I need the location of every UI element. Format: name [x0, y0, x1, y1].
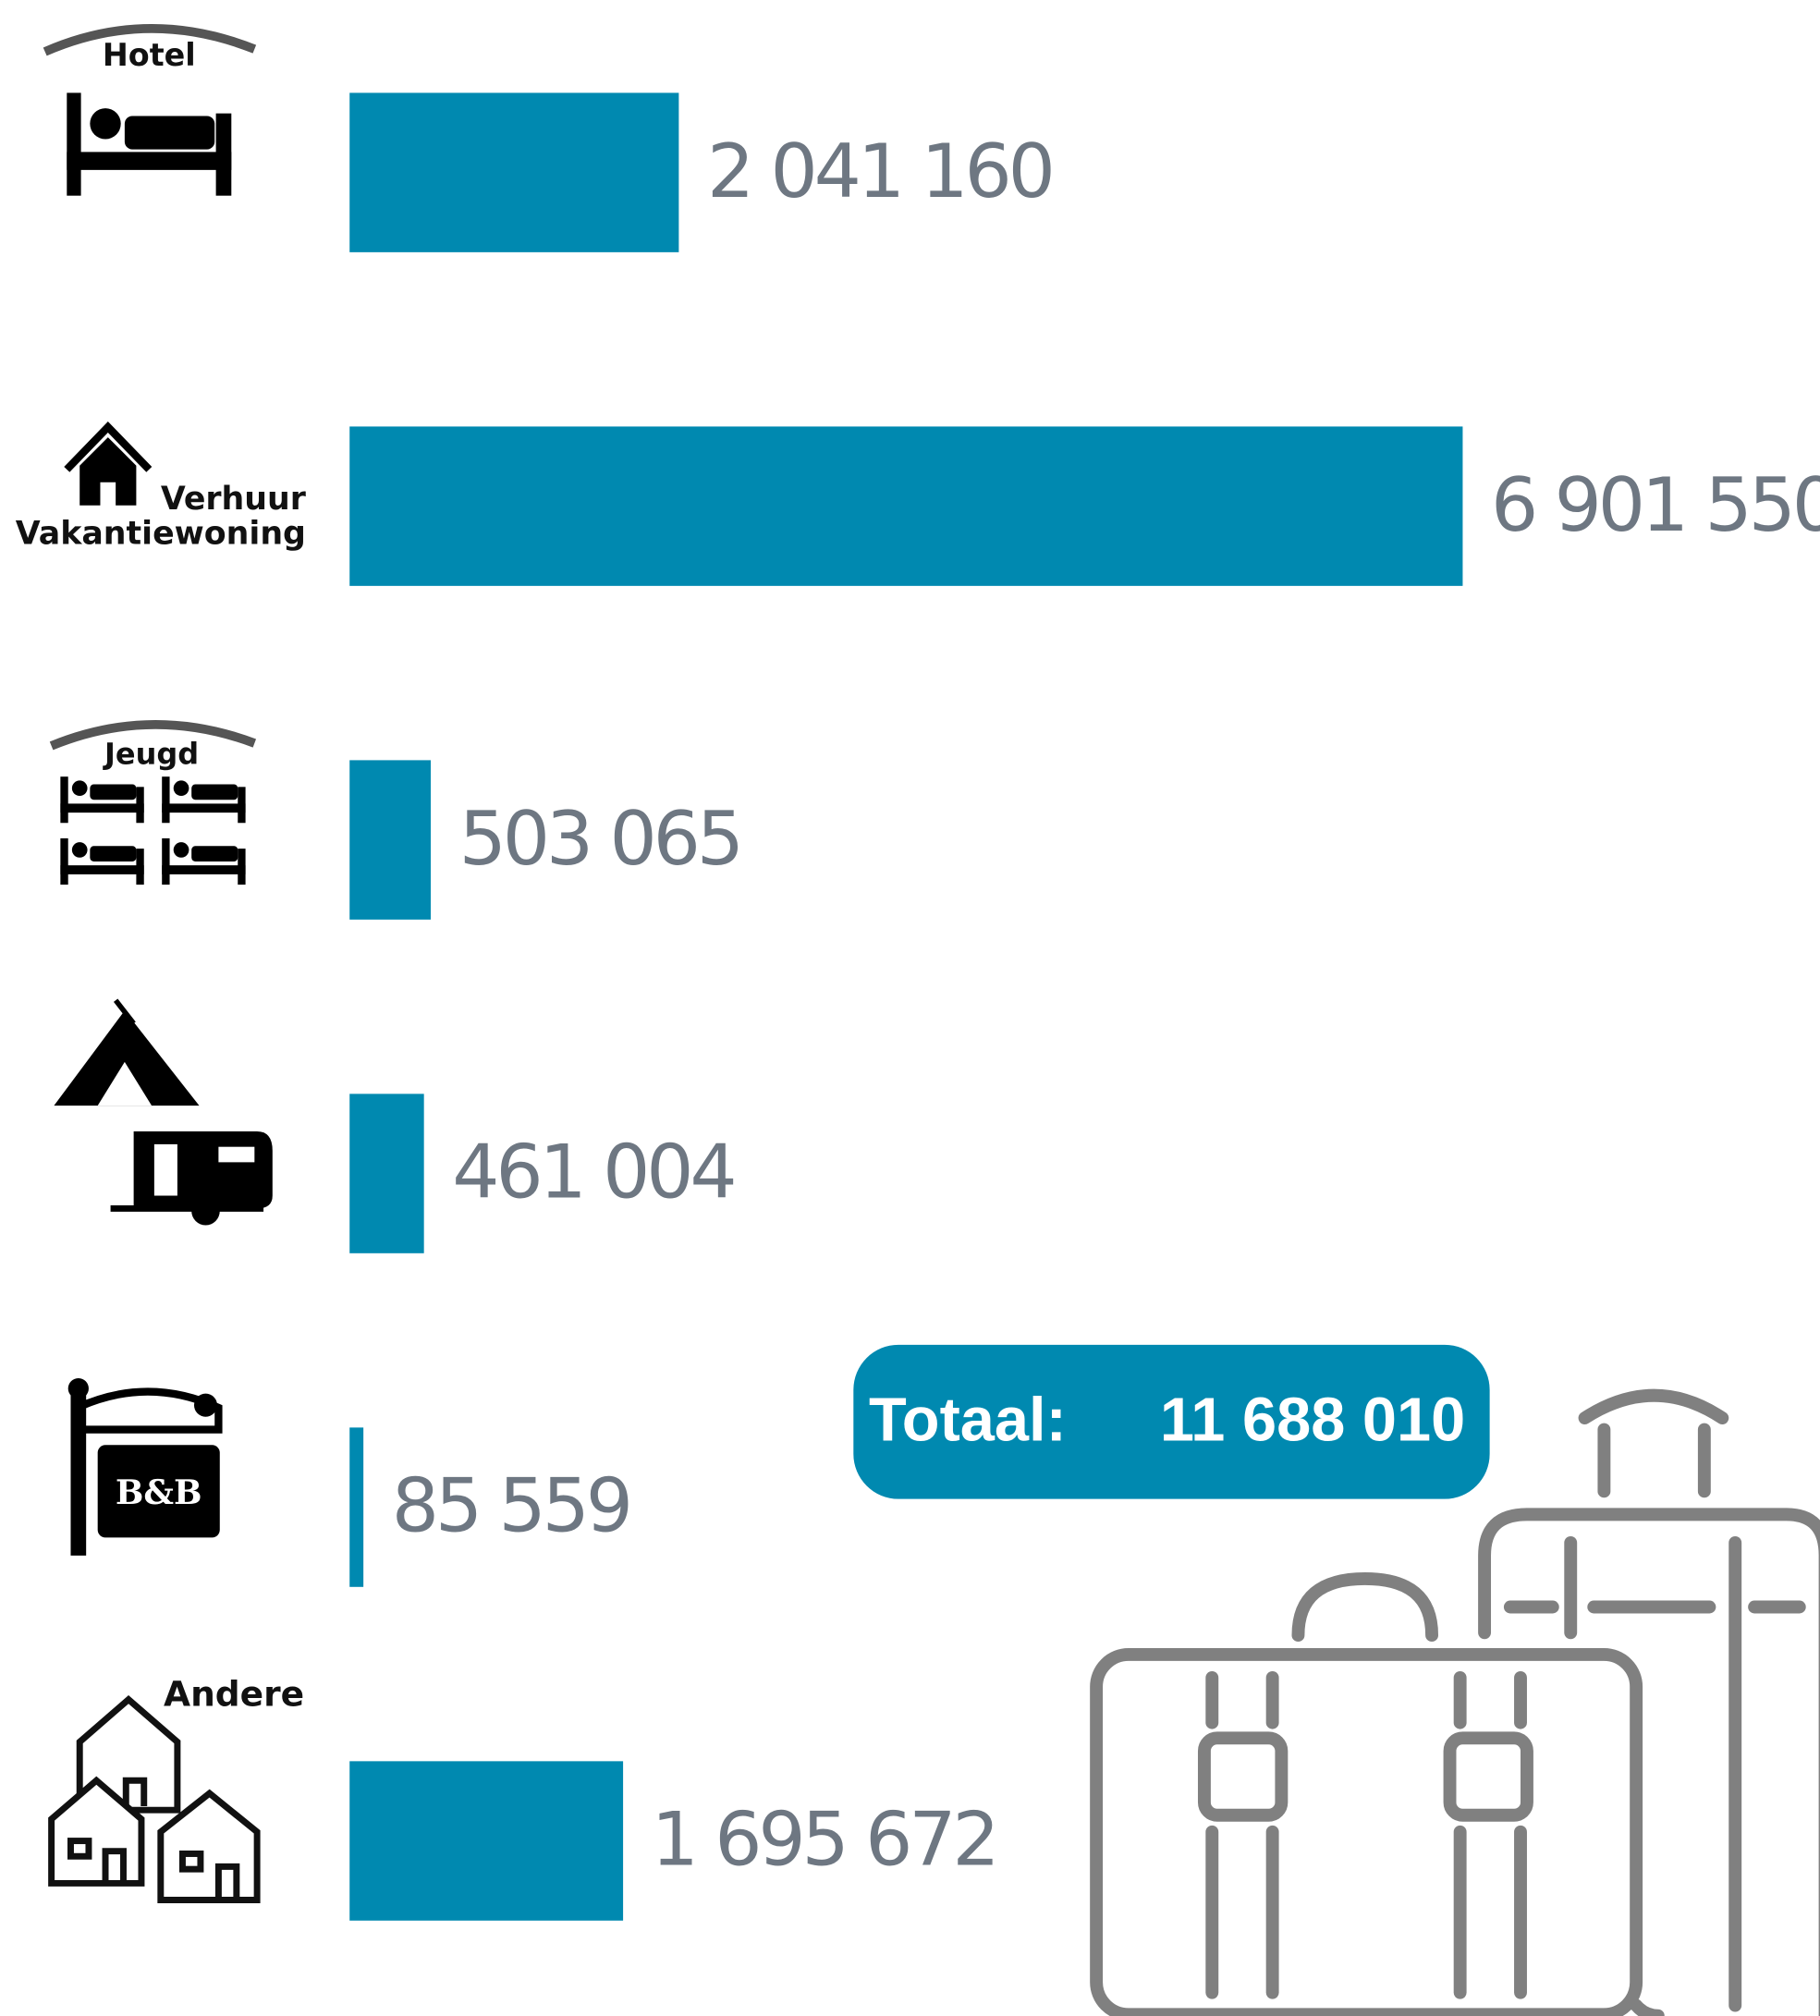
total-box [853, 1344, 1490, 1499]
bar [349, 1094, 424, 1253]
category-text: Hotel [102, 39, 196, 74]
bnb-icon [67, 1377, 223, 1556]
value-label: 85 559 [392, 1463, 629, 1550]
category-text: Andere [164, 1677, 305, 1716]
category-text: B&B [115, 1474, 202, 1513]
value-label: 2 041 160 [707, 128, 1052, 215]
total-label: Totaal: [869, 1387, 1067, 1455]
value-label: 503 065 [459, 796, 740, 883]
houses-icon [48, 1695, 261, 1904]
value-label: 6 901 550 [1491, 462, 1820, 549]
category-label: Hotel [102, 39, 196, 74]
category-label: Jeugd [104, 738, 200, 772]
value-label: 1 695 672 [652, 1797, 996, 1884]
suitcases-icon [1090, 1388, 1820, 2016]
camping-icon [54, 998, 273, 1226]
category-text: Jeugd [104, 738, 200, 772]
category-label: B&B [115, 1474, 202, 1513]
hotel-icon [43, 24, 257, 196]
bar [349, 426, 1463, 586]
total-value: 11 688 010 [1160, 1387, 1465, 1455]
house-icon [64, 421, 153, 506]
bar [349, 760, 432, 920]
bar [349, 1761, 624, 1921]
value-label: 461 004 [452, 1130, 733, 1216]
bar [349, 92, 679, 252]
category-text: Verhuur Vakantiewoning [15, 481, 306, 552]
category-label: Andere [164, 1677, 305, 1716]
category-label: Verhuur Vakantiewoning [15, 481, 306, 552]
bar [349, 1427, 364, 1587]
hostel-icon [49, 720, 257, 886]
